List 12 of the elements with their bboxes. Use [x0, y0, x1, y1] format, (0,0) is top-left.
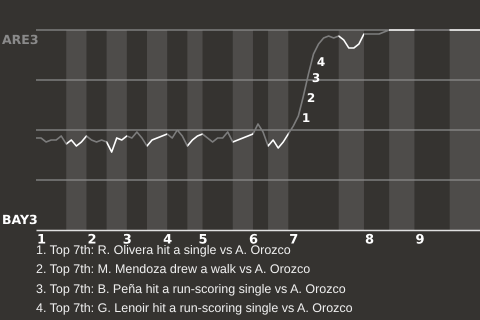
- x-tick-label: 7: [289, 232, 298, 248]
- x-tick-label: 9: [415, 232, 424, 248]
- annotation: 2: [306, 91, 316, 105]
- text: 4. Top 7th: G. Lenoir hit a run-scoring single vs A. Orozco: [36, 300, 353, 317]
- text: 3. Top 7th: B. Peña hit a run-scoring single vs A. Orozco: [36, 280, 347, 298]
- text: 2. Top 7th: M. Mendoza drew a walk vs A. Orozco: [36, 261, 312, 278]
- annotation: ARE3: [2, 32, 39, 47]
- annotation: 3: [312, 71, 320, 85]
- annotation: 1: [302, 111, 310, 125]
- x-tick-label: 8: [364, 232, 374, 248]
- annotation: BAY3: [2, 212, 38, 227]
- annotation: 4: [316, 55, 326, 69]
